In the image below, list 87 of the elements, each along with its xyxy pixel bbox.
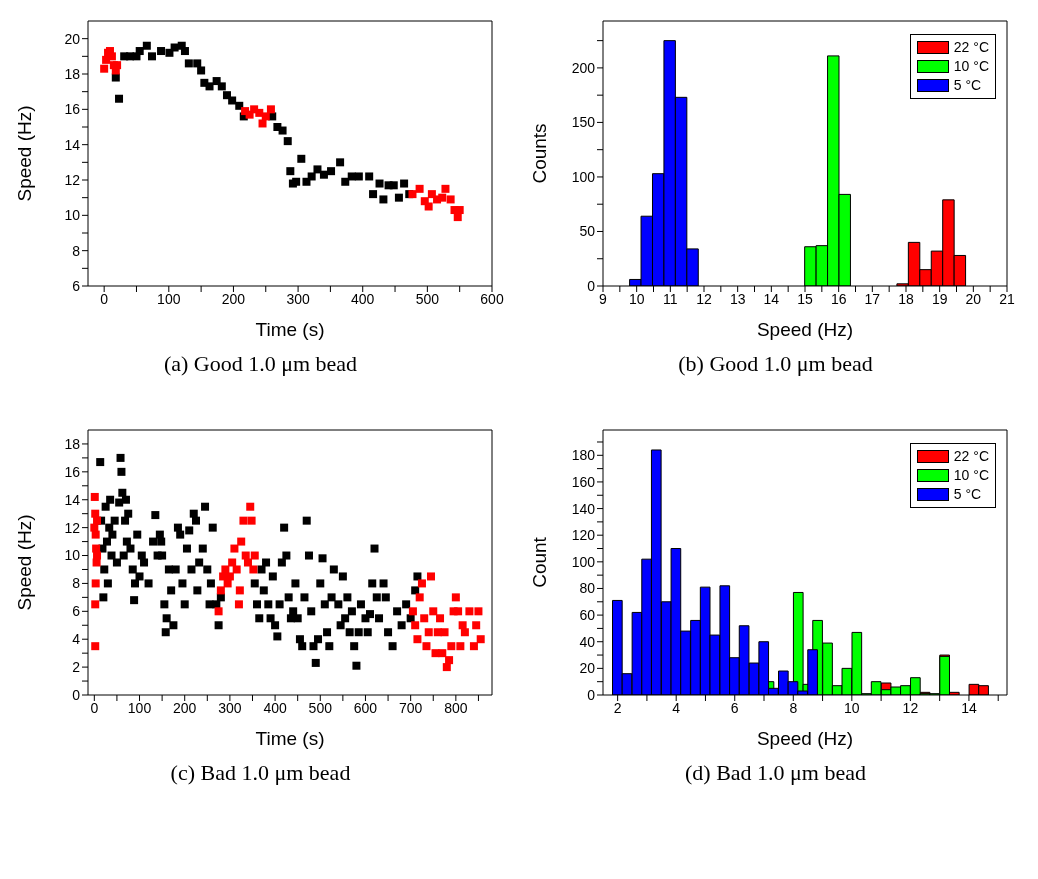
x-tick-label: 12 xyxy=(696,290,712,307)
y-tick-label: 60 xyxy=(579,607,596,624)
x-tick-label: 16 xyxy=(830,290,847,307)
x-tick-label: 700 xyxy=(398,699,423,716)
x-tick-label: 10 xyxy=(844,699,860,716)
x-tick-label: 300 xyxy=(286,290,310,307)
legend-label: 22 °C xyxy=(953,447,989,466)
y-tick-label: 100 xyxy=(571,168,596,185)
x-tick-label: 18 xyxy=(898,290,914,307)
y-tick-label: 80 xyxy=(579,580,596,597)
x-tick-label: 2 xyxy=(613,699,622,716)
x-tick-label: 11 xyxy=(663,290,678,307)
y-tick-label: 180 xyxy=(571,447,596,464)
x-tick-label: 14 xyxy=(961,699,977,716)
x-tick-label: 0 xyxy=(100,290,109,307)
y-tick-label: 12 xyxy=(64,519,81,536)
x-tick-label: 200 xyxy=(173,699,197,716)
y-tick-label: 16 xyxy=(64,463,81,480)
x-tick-label: 4 xyxy=(672,699,681,716)
x-tick-label: 20 xyxy=(965,290,982,307)
x-tick-label: 10 xyxy=(628,290,645,307)
x-tick-label: 400 xyxy=(263,699,287,716)
legend-label: 10 °C xyxy=(953,57,989,76)
y-tick-label: 10 xyxy=(64,547,81,564)
y-axis-title: Counts xyxy=(528,123,550,184)
y-axis-title: Count xyxy=(528,536,550,588)
y-tick-label: 12 xyxy=(64,171,81,188)
y-tick-label: 8 xyxy=(72,242,81,259)
x-tick-label: 14 xyxy=(763,290,780,307)
y-tick-label: 18 xyxy=(64,435,81,452)
x-tick-label: 15 xyxy=(797,290,813,307)
y-tick-label: 8 xyxy=(72,575,81,592)
y-axis-title: Speed (Hz) xyxy=(13,105,35,202)
y-tick-label: 40 xyxy=(579,633,596,650)
x-tick-label: 200 xyxy=(221,290,246,307)
y-tick-label: 14 xyxy=(64,136,81,153)
y-tick-label: 6 xyxy=(72,603,81,620)
y-tick-label: 16 xyxy=(64,101,81,118)
y-tick-label: 150 xyxy=(571,114,596,131)
y-tick-label: 14 xyxy=(64,491,81,508)
x-tick-label: 300 xyxy=(218,699,242,716)
x-tick-label: 17 xyxy=(864,290,881,307)
y-tick-label: 160 xyxy=(571,473,596,490)
text: (a) Good 1.0 μm bead xyxy=(162,351,359,377)
y-tick-label: 200 xyxy=(571,59,596,76)
y-tick-label: 10 xyxy=(64,207,81,224)
y-tick-label: 6 xyxy=(72,277,81,294)
x-tick-label: 9 xyxy=(599,290,608,307)
y-tick-label: 4 xyxy=(72,631,81,648)
legend-label: 22 °C xyxy=(953,38,989,57)
x-axis-title: Time (s) xyxy=(255,728,325,749)
x-tick-label: 19 xyxy=(931,290,948,307)
x-tick-label: 0 xyxy=(90,699,99,716)
x-axis-title: Time (s) xyxy=(255,319,325,340)
y-tick-label: 2 xyxy=(72,659,81,676)
x-tick-label: 6 xyxy=(730,699,739,716)
y-tick-label: 120 xyxy=(571,527,596,544)
y-tick-label: 0 xyxy=(587,686,596,703)
x-tick-label: 800 xyxy=(444,699,468,716)
x-tick-label: 13 xyxy=(729,290,746,307)
text: (b) Good 1.0 μm bead xyxy=(677,351,874,377)
x-tick-label: 600 xyxy=(480,290,504,307)
x-tick-label: 100 xyxy=(157,290,181,307)
y-tick-label: 20 xyxy=(64,30,81,47)
y-tick-label: 0 xyxy=(587,277,596,294)
legend-label: 10 °C xyxy=(953,466,989,485)
y-tick-label: 0 xyxy=(72,686,81,703)
legend-label: 5 °C xyxy=(953,485,982,504)
y-tick-label: 100 xyxy=(571,553,596,570)
text: (c) Bad 1.0 μm bead xyxy=(169,760,352,786)
y-tick-label: 18 xyxy=(64,65,81,82)
x-tick-label: 100 xyxy=(127,699,152,716)
x-tick-label: 500 xyxy=(308,699,333,716)
x-tick-label: 500 xyxy=(415,290,440,307)
x-tick-label: 12 xyxy=(902,699,919,716)
x-tick-label: 600 xyxy=(353,699,378,716)
x-tick-label: 8 xyxy=(789,699,798,716)
y-axis-title: Speed (Hz) xyxy=(13,514,35,611)
x-tick-label: 21 xyxy=(999,290,1015,307)
y-tick-label: 20 xyxy=(579,660,596,677)
text: (d) Bad 1.0 μm bead xyxy=(684,760,867,786)
legend-label: 5 °C xyxy=(953,76,982,95)
x-tick-label: 400 xyxy=(351,290,375,307)
x-axis-title: Speed (Hz) xyxy=(756,319,854,340)
y-tick-label: 140 xyxy=(571,500,596,517)
x-axis-title: Speed (Hz) xyxy=(756,728,854,749)
y-tick-label: 50 xyxy=(579,223,596,240)
